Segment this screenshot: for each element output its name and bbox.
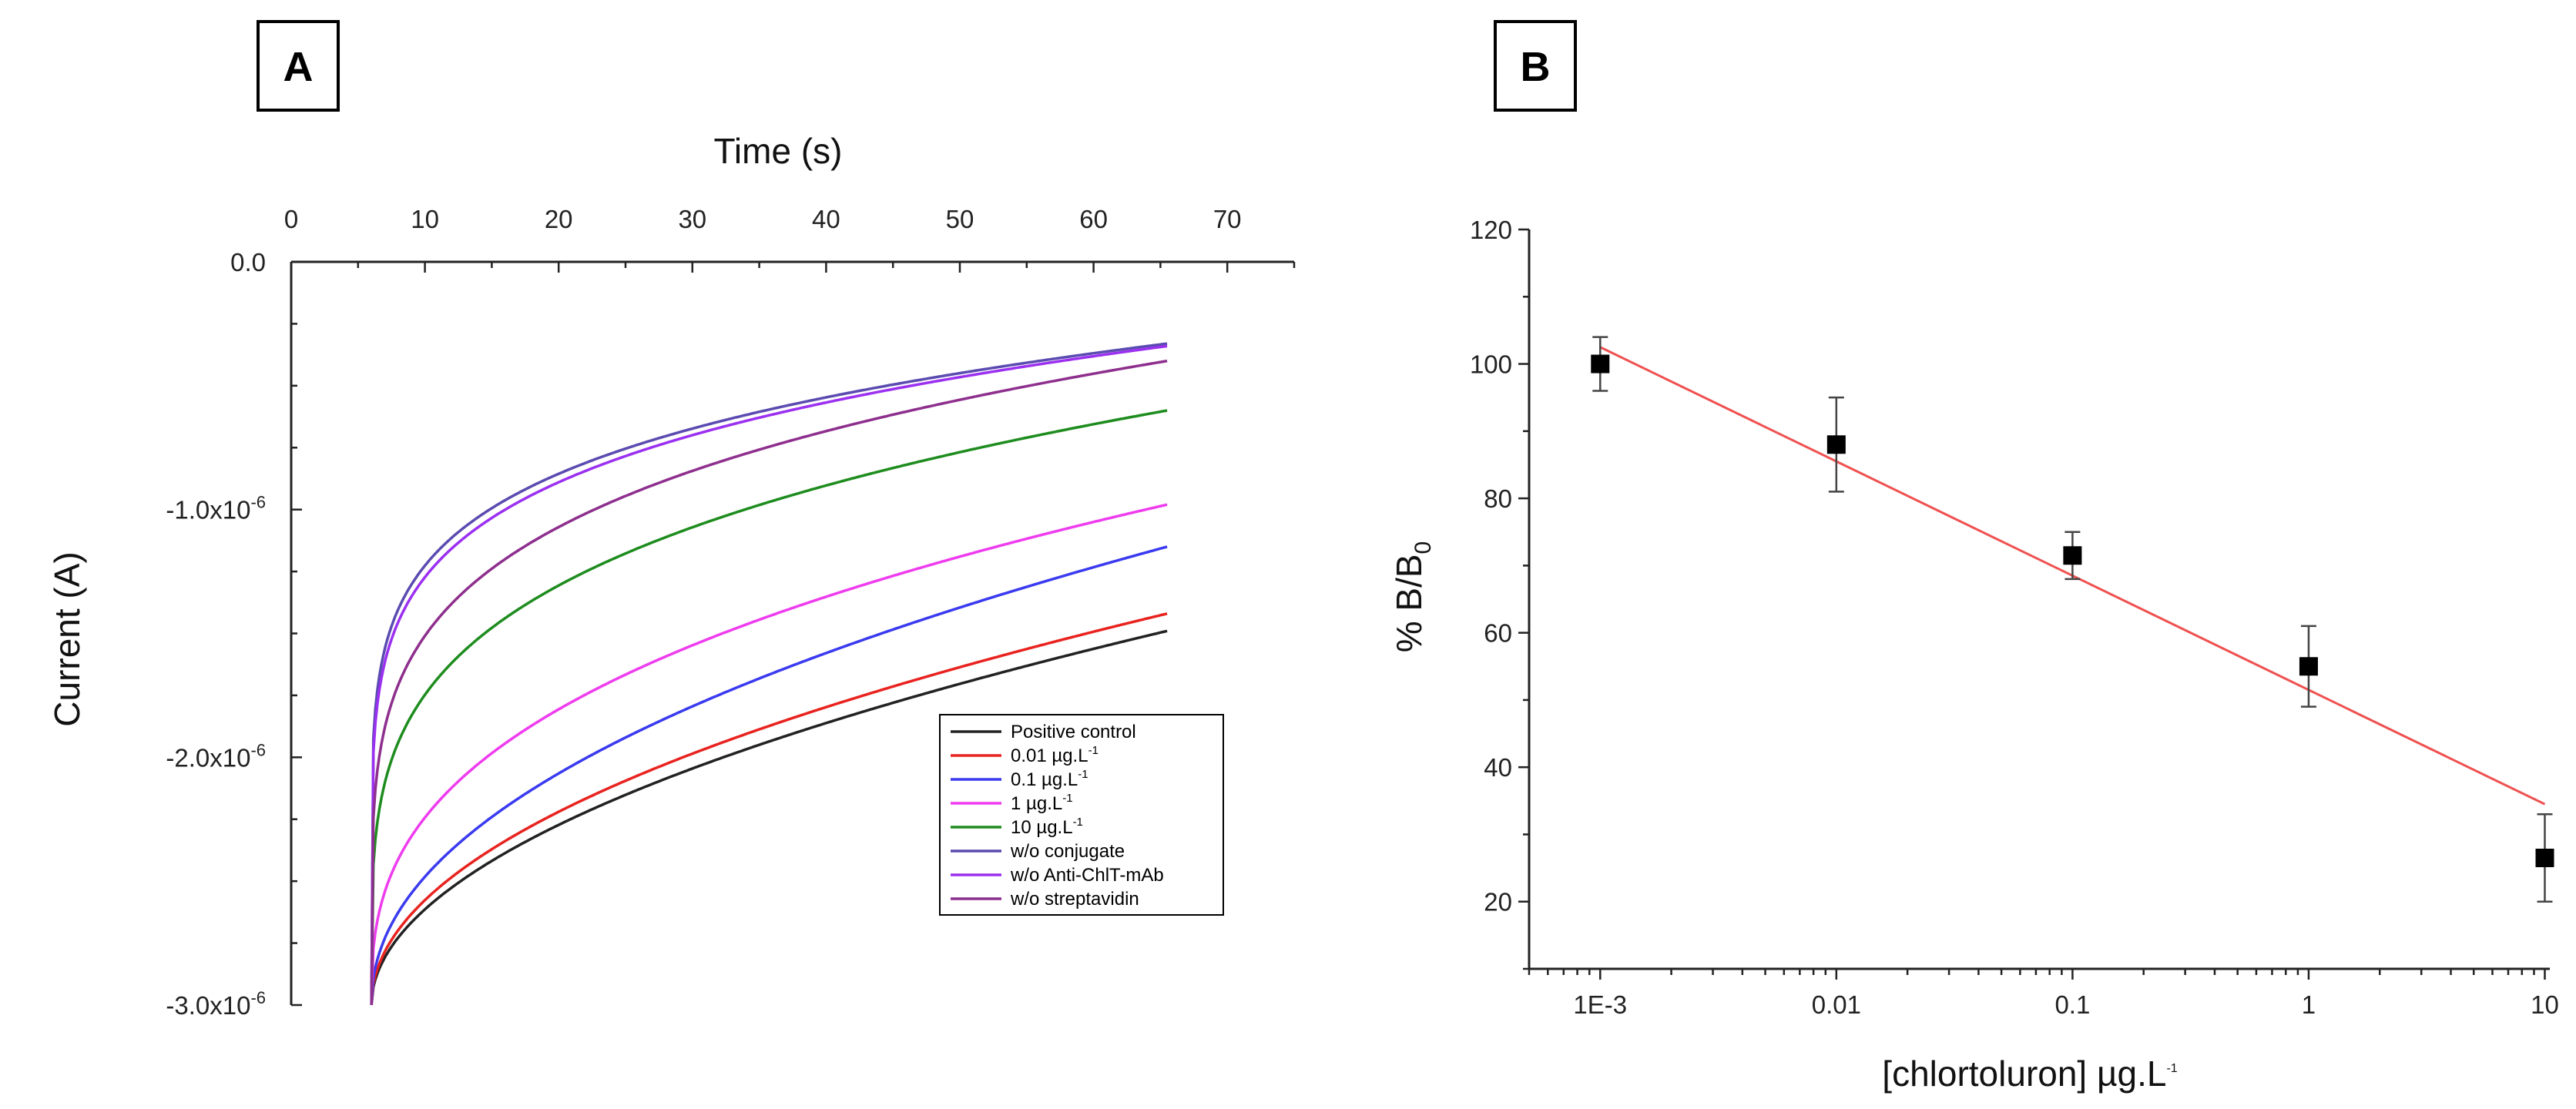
chart-b-x-tick-label: 10 bbox=[2531, 990, 2559, 1019]
chart-b-y-tick-label: 60 bbox=[1484, 619, 1512, 648]
chart-b-y-tick-label: 20 bbox=[1484, 888, 1512, 916]
chart-a-legend-item: w/o streptavidin bbox=[1010, 889, 1139, 910]
chart-a-series-line bbox=[370, 344, 1168, 1006]
chart-b-y-tick-label: 80 bbox=[1484, 484, 1512, 513]
panel-b-label: B bbox=[1521, 44, 1551, 90]
chart-a-legend-item: w/o conjugate bbox=[1010, 841, 1125, 862]
chart-a-legend-item: 1 µg.L-1 bbox=[1011, 792, 1073, 814]
chart-b-y-tick-label: 120 bbox=[1470, 216, 1512, 244]
panel-b-label-box: B bbox=[1494, 20, 1577, 112]
chart-b-x-tick-label: 1E-3 bbox=[1573, 990, 1627, 1019]
chart-b-axes: 20 40 60 80 100 120 1E-3 0.01 0.1 1 10 bbox=[1470, 216, 2559, 1019]
chart-a-legend-item: 0.1 µg.L-1 bbox=[1011, 768, 1088, 790]
chart-a-x-tick-label: 0 bbox=[284, 205, 298, 233]
chart-a-ylabel: Current (A) bbox=[47, 551, 87, 726]
chart-b-ylabel: % B/B0 bbox=[1389, 541, 1436, 653]
chart-a-x-tick-label: 50 bbox=[946, 205, 974, 233]
chart-b-marks bbox=[1591, 336, 2554, 903]
chart-b-point bbox=[2535, 849, 2554, 867]
panel-a-label-box: A bbox=[257, 20, 340, 112]
chart-a-series-line bbox=[370, 342, 1168, 1006]
chart-a-series-line bbox=[370, 503, 1168, 1006]
chart-a: Time (s) Current (A) 0 10 20 30 40 50 60 70 0.0 -… bbox=[47, 131, 1296, 1020]
chart-b-x-tick-label: 0.1 bbox=[2054, 990, 2090, 1019]
chart-a-y-tick-label: -1.0x10-6 bbox=[166, 493, 266, 524]
chart-a-x-tick-label: 20 bbox=[545, 205, 573, 233]
chart-b-y-tick-label: 100 bbox=[1470, 350, 1512, 379]
chart-a-series-line bbox=[370, 612, 1168, 1006]
panel-a-label: A bbox=[283, 44, 314, 90]
chart-a-series-line bbox=[370, 409, 1168, 1006]
chart-b-point bbox=[1591, 354, 1610, 374]
chart-a-x-tick-label: 40 bbox=[812, 205, 840, 233]
chart-a-x-tick-label: 10 bbox=[411, 205, 439, 233]
chart-b-point bbox=[1826, 435, 1846, 454]
chart-b-point bbox=[2299, 657, 2318, 676]
chart-a-series-line bbox=[370, 629, 1168, 1006]
chart-a-series-line bbox=[370, 359, 1168, 1006]
chart-a-axes: 0 10 20 30 40 50 60 70 0.0 -1.0x10-6 -2.0x10-6 -3.0… bbox=[166, 205, 1296, 1020]
chart-a-legend-item: 10 µg.L-1 bbox=[1011, 816, 1083, 838]
chart-b-point bbox=[2063, 546, 2082, 565]
chart-a-x-tick-label: 70 bbox=[1213, 205, 1242, 233]
chart-a-xlabel: Time (s) bbox=[714, 131, 843, 171]
chart-a-legend-box bbox=[939, 714, 1224, 916]
chart-b-xlabel: [chlortoluron] µg.L-1 bbox=[1882, 1054, 2177, 1094]
chart-a-legend-item: Positive control bbox=[1011, 722, 1136, 742]
chart-a-y-tick-label: -2.0x10-6 bbox=[166, 740, 266, 772]
chart-a-legend-item: 0.01 µg.L-1 bbox=[1011, 744, 1098, 766]
chart-b-x-tick-label: 0.01 bbox=[1812, 990, 1861, 1019]
chart-a-series-line bbox=[370, 545, 1168, 1006]
chart-b: 20 40 60 80 100 120 1E-3 0.01 0.1 1 10 [chlortolur… bbox=[1389, 216, 2559, 1094]
chart-b-x-tick-label: 1 bbox=[2302, 990, 2316, 1019]
chart-a-y-tick-label: -3.0x10-6 bbox=[166, 988, 266, 1020]
chart-a-x-tick-label: 60 bbox=[1079, 205, 1108, 233]
chart-a-legend-item: w/o Anti-ChlT-mAb bbox=[1010, 865, 1164, 886]
chart-b-y-tick-label: 40 bbox=[1484, 753, 1512, 782]
chart-a-series bbox=[370, 342, 1168, 1006]
chart-a-x-tick-label: 30 bbox=[678, 205, 706, 233]
chart-a-y-tick-label: 0.0 bbox=[230, 248, 266, 276]
